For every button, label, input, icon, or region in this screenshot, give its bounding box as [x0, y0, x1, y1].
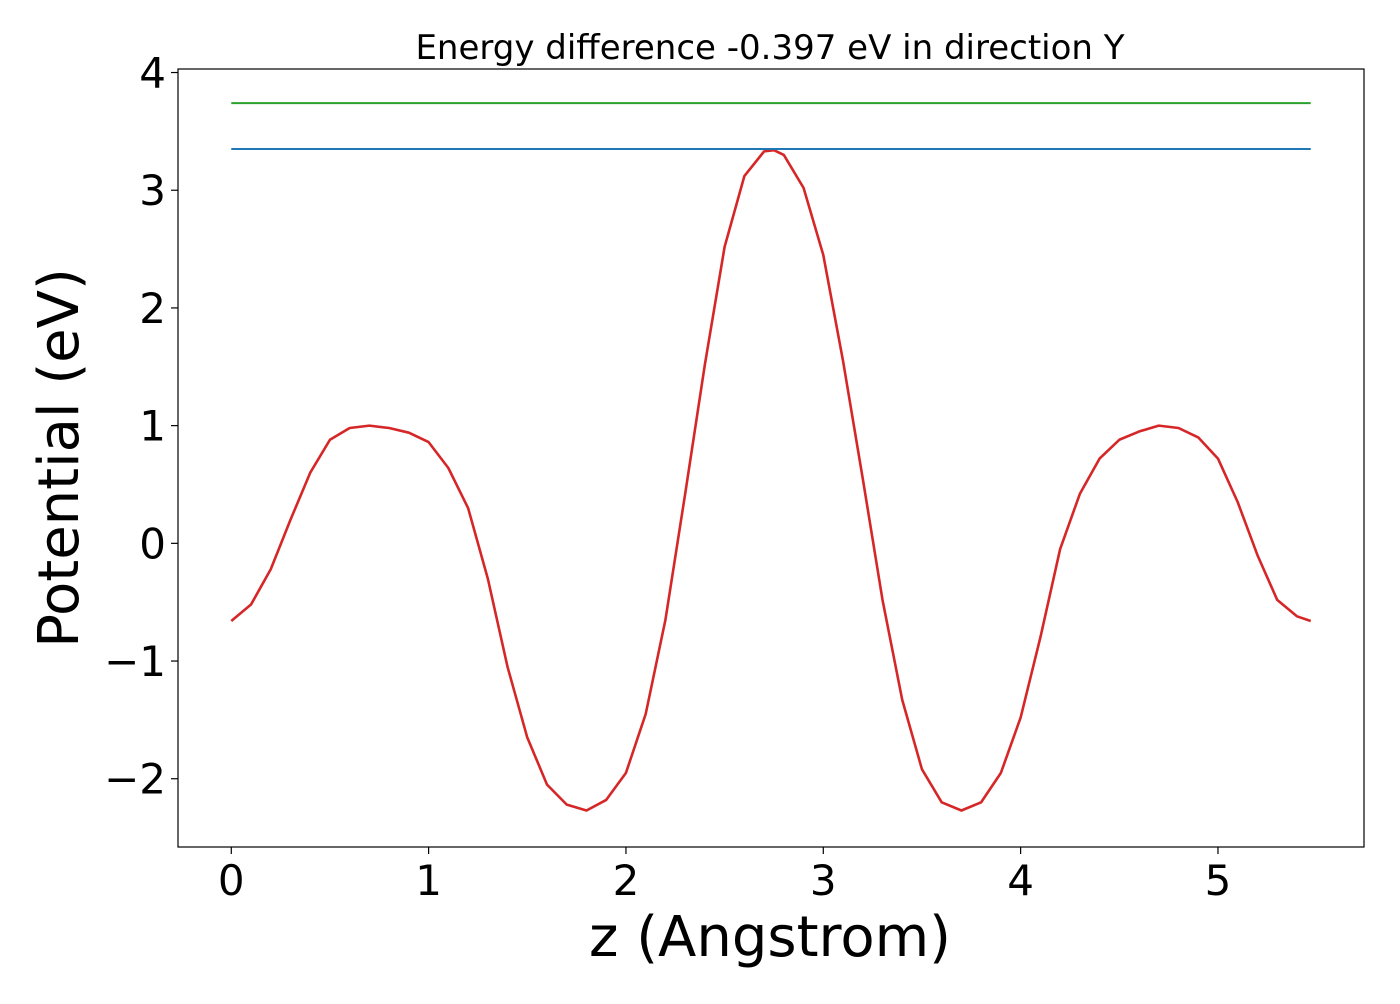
y-tick-label: 4 [139, 49, 166, 98]
y-axis-ticks: −2 −1 0 1 2 3 4 [104, 49, 178, 804]
y-tick-label: 0 [139, 519, 166, 568]
y-tick-label: −1 [104, 637, 166, 686]
y-axis-label: Potential (eV) [27, 268, 92, 648]
y-tick-label: −2 [104, 755, 166, 804]
x-tick-label: 1 [415, 856, 442, 905]
x-tick-label: 5 [1205, 856, 1232, 905]
y-tick-label: 3 [139, 166, 166, 215]
x-axis-ticks: 0 1 2 3 4 5 [218, 847, 1231, 905]
x-tick-label: 3 [810, 856, 837, 905]
series-layer [230, 102, 1312, 812]
chart-title: Energy difference -0.397 eV in direction… [415, 28, 1124, 68]
y-tick-label: 1 [139, 402, 166, 451]
plot-frame [177, 68, 1365, 848]
x-tick-label: 2 [613, 856, 640, 905]
x-tick-label: 0 [218, 856, 245, 905]
series-line-0 [230, 148, 1312, 812]
x-tick-label: 4 [1007, 856, 1034, 905]
x-axis-label: z (Angstrom) [589, 905, 951, 970]
y-tick-label: 2 [139, 284, 166, 333]
